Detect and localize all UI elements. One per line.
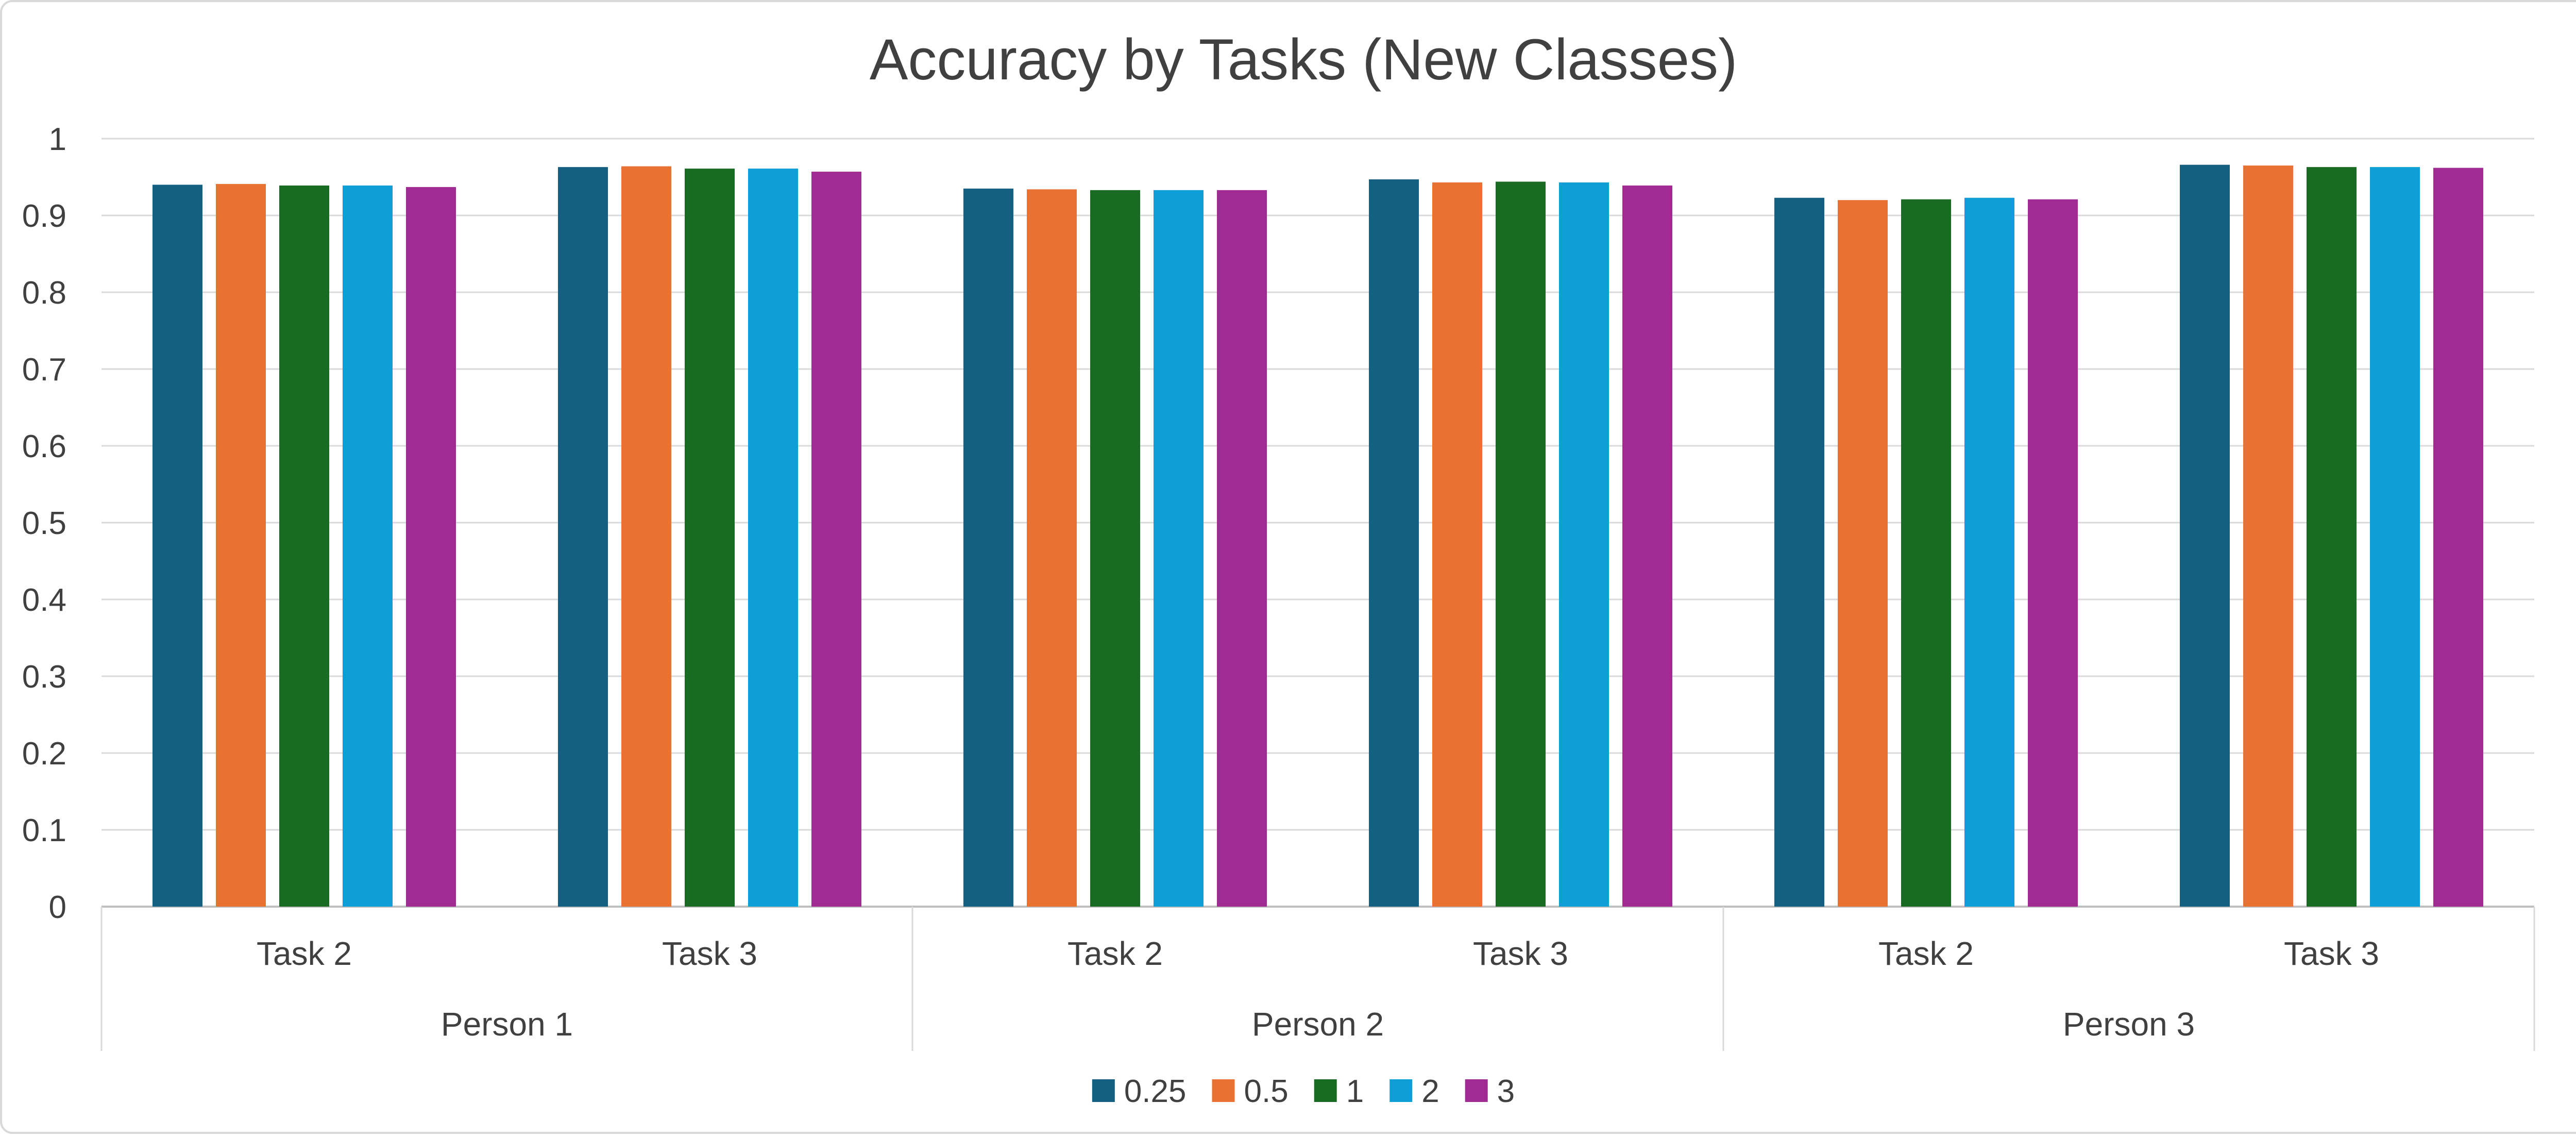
bar: [621, 166, 671, 907]
bar: [685, 169, 735, 907]
legend-swatch: [1212, 1079, 1235, 1102]
bar: [1090, 190, 1140, 907]
legend: 0.25 0.5 1 2 3: [1092, 1074, 1515, 1109]
bar: [343, 185, 393, 907]
bar: [1964, 197, 2014, 907]
y-tick-label: 0.1: [22, 813, 66, 848]
bar: [2370, 167, 2420, 907]
bar: [2028, 199, 2078, 907]
bar: [2243, 165, 2293, 907]
group-label: Person 1: [441, 1006, 573, 1043]
bar: [1901, 199, 1951, 907]
group-label: Person 3: [2063, 1006, 2195, 1043]
y-tick-label: 0.7: [22, 352, 66, 388]
bar: [1838, 200, 1888, 907]
category-label: Task 2: [1878, 935, 1974, 972]
bar: [2180, 164, 2230, 907]
legend-swatch: [1314, 1079, 1337, 1102]
chart-title: Accuracy by Tasks (New Classes): [870, 27, 1738, 92]
legend-swatch: [1389, 1079, 1413, 1102]
bar: [963, 188, 1013, 907]
bar: [2307, 167, 2357, 907]
y-tick-label: 0.3: [22, 659, 66, 695]
bar: [406, 187, 456, 907]
bar: [1622, 185, 1672, 907]
category-label: Task 3: [1473, 935, 1568, 972]
group-label: Person 2: [1252, 1006, 1384, 1043]
category-label: Task 2: [1067, 935, 1163, 972]
legend-label: 2: [1421, 1074, 1439, 1109]
bar: [1027, 189, 1077, 907]
legend-label: 0.5: [1244, 1074, 1289, 1109]
category-label: Task 3: [2284, 935, 2379, 972]
y-tick-label: 1: [49, 122, 66, 157]
category-label: Task 2: [257, 935, 352, 972]
bar: [1432, 182, 1482, 907]
legend-label: 1: [1346, 1074, 1364, 1109]
bar: [1496, 181, 1546, 907]
bar: [558, 167, 608, 907]
legend-swatch: [1092, 1079, 1115, 1102]
y-tick-label: 0.6: [22, 429, 66, 464]
y-tick-label: 0: [49, 890, 66, 925]
bars: [152, 164, 2483, 907]
x-axis: Task 2 Task 3 Task 2 Task 3 Task 2 Task 3 Pers…: [100, 907, 2535, 1051]
y-tick-label: 0.2: [22, 736, 66, 772]
bar: [748, 169, 798, 907]
legend-label: 3: [1497, 1074, 1515, 1109]
bar: [216, 183, 266, 907]
bar: [279, 185, 329, 907]
legend-swatch: [1465, 1079, 1488, 1102]
y-tick-label: 0.4: [22, 582, 66, 618]
bar: [2433, 168, 2483, 907]
bar: [1774, 197, 1824, 907]
bar: [1559, 182, 1609, 907]
y-tick-label: 0.9: [22, 198, 66, 234]
bar: [152, 185, 202, 907]
bar: [1217, 190, 1267, 907]
bar: [1154, 190, 1204, 907]
legend-label: 0.25: [1124, 1074, 1187, 1109]
y-axis-ticks: 0 0.1 0.2 0.3 0.4 0.5 0.6 0.7 0.8 0.9 1: [22, 122, 66, 925]
y-tick-label: 0.5: [22, 506, 66, 541]
y-tick-label: 0.8: [22, 275, 66, 311]
gridlines: [101, 138, 2534, 908]
category-label: Task 3: [662, 935, 757, 972]
bar: [1369, 179, 1419, 907]
bar: [811, 172, 861, 907]
